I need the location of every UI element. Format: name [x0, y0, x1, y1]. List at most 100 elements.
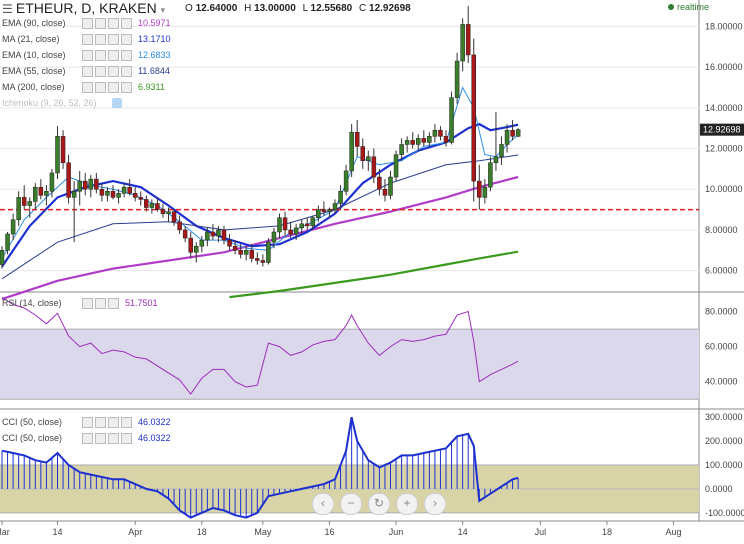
add-icon[interactable] [108, 432, 119, 444]
candle-body [404, 140, 410, 145]
legend-buttons[interactable] [82, 81, 132, 93]
price-tick-label: 6.00000 [705, 266, 738, 276]
candle-body [438, 129, 443, 137]
legend-cci-2[interactable]: CCI (50, close) 46.0322 [2, 431, 171, 445]
settings-icon[interactable] [95, 416, 106, 428]
candle-body [127, 186, 132, 194]
chart-title: ☰ ETHEUR, D, KRAKEN ▾ [2, 0, 165, 16]
legend-buttons[interactable] [82, 432, 132, 444]
add-icon[interactable] [108, 81, 119, 93]
legend-buttons[interactable] [82, 416, 132, 428]
candle-body [188, 237, 193, 253]
settings-icon[interactable] [95, 17, 106, 29]
price-tick-label: 14.00000 [705, 103, 743, 113]
candle-body [282, 217, 288, 231]
candle-body [449, 97, 454, 143]
add-icon[interactable] [108, 49, 119, 61]
cci-tick-label: 100.0000 [705, 460, 743, 470]
candle-body [171, 211, 177, 223]
legend-value: 12.6833 [138, 50, 171, 60]
zoom-in-button[interactable]: + [396, 493, 418, 515]
eye-icon[interactable] [82, 33, 93, 45]
candle-body [160, 209, 166, 214]
candle-body [343, 170, 349, 192]
reset-zoom-button[interactable]: ↻ [368, 493, 390, 515]
scroll-left-button[interactable]: ‹ [312, 493, 334, 515]
close-icon[interactable] [121, 432, 132, 444]
legend-ma21[interactable]: MA (21, close) 13.1710 [2, 32, 171, 46]
candle-body [110, 191, 116, 198]
settings-icon[interactable] [95, 297, 106, 309]
eye-icon[interactable] [82, 432, 93, 444]
x-tick-label: 14 [458, 527, 468, 537]
legend-buttons[interactable] [82, 17, 132, 29]
menu-icon[interactable]: ☰ [2, 2, 13, 16]
x-tick-label: Aug [666, 527, 682, 537]
settings-icon[interactable] [95, 33, 106, 45]
legend-ema90[interactable]: EMA (90, close) 10.5971 [2, 16, 171, 30]
legend-label: CCI (50, close) [2, 433, 63, 443]
close-icon[interactable] [121, 81, 132, 93]
candle-body [299, 223, 304, 229]
candle-body [60, 136, 66, 164]
settings-icon[interactable] [95, 81, 106, 93]
zoom-out-button[interactable]: − [340, 493, 362, 515]
legend-cci-1[interactable]: CCI (50, close) 46.0322 [2, 415, 171, 429]
candle-body [55, 136, 60, 174]
candle-body [38, 186, 44, 196]
add-icon[interactable] [108, 33, 119, 45]
candle-body [388, 176, 393, 196]
close-icon[interactable] [121, 17, 132, 29]
dropdown-icon[interactable]: ▾ [160, 5, 166, 15]
candle-body [5, 233, 10, 251]
legend-ichimoku[interactable]: Ichimoku (9, 26, 52, 26) [2, 96, 122, 110]
price-tick-label: 18.00000 [705, 21, 743, 31]
settings-icon[interactable] [95, 65, 106, 77]
candle-body [66, 162, 71, 198]
scroll-right-button[interactable]: › [424, 493, 446, 515]
candle-body [221, 229, 227, 241]
candle-body [138, 197, 143, 200]
close-icon[interactable] [121, 416, 132, 428]
candle-body [121, 186, 127, 194]
settings-icon[interactable] [95, 432, 106, 444]
legend-label: EMA (90, close) [2, 18, 66, 28]
close-icon[interactable] [121, 33, 132, 45]
candle-body [243, 250, 249, 255]
candle-body [44, 191, 49, 196]
rsi-tick-label: 40.0000 [705, 377, 738, 387]
eye-icon[interactable] [82, 17, 93, 29]
close-icon[interactable] [108, 297, 119, 309]
add-icon[interactable] [108, 65, 119, 77]
eye-icon[interactable] [82, 297, 93, 309]
legend-buttons[interactable] [82, 33, 132, 45]
legend-label: CCI (50, close) [2, 417, 63, 427]
settings-icon[interactable] [95, 49, 106, 61]
ohlc-high: 13.00000 [254, 3, 296, 14]
eye-icon[interactable] [82, 81, 93, 93]
eye-icon[interactable] [82, 65, 93, 77]
add-icon[interactable] [108, 416, 119, 428]
legend-ema55[interactable]: EMA (55, close) 11.6844 [2, 64, 170, 78]
candle-body [0, 250, 5, 265]
legend-buttons[interactable] [82, 297, 119, 309]
zoom-controls: ‹ − ↻ + › [312, 493, 446, 515]
legend-ema10[interactable]: EMA (10, close) 12.6833 [2, 48, 171, 62]
eye-icon[interactable] [82, 49, 93, 61]
candle-body [471, 54, 476, 182]
cci-tick-label: -100.0000 [705, 508, 744, 518]
price-tick-label: 10.00000 [705, 184, 743, 194]
legend-buttons[interactable] [82, 49, 132, 61]
legend-buttons[interactable] [82, 65, 132, 77]
legend-rsi[interactable]: RSI (14, close) 51.7501 [2, 296, 158, 310]
eye-icon[interactable] [82, 416, 93, 428]
candle-body [327, 209, 332, 212]
legend-ma200[interactable]: MA (200, close) 6.9311 [2, 80, 165, 94]
ohlc-readout: O 12.64000 H 13.00000 L 12.55680 C 12.92… [185, 3, 411, 14]
eye-icon[interactable] [112, 98, 122, 108]
add-icon[interactable] [108, 17, 119, 29]
rsi-tick-label: 80.0000 [705, 307, 738, 317]
close-icon[interactable] [121, 49, 132, 61]
close-icon[interactable] [121, 65, 132, 77]
candle-body [260, 260, 266, 263]
